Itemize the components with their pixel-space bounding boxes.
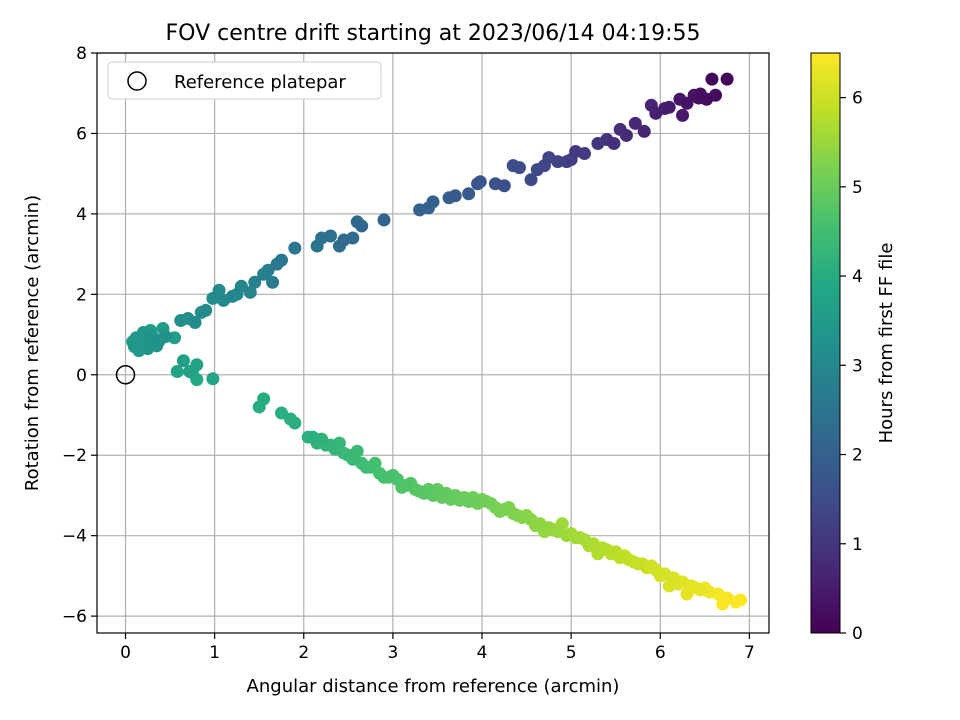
- data-point: [716, 597, 730, 611]
- data-point: [497, 179, 511, 193]
- grid: [97, 52, 769, 633]
- data-point: [628, 116, 642, 130]
- y-tick-label: 6: [76, 124, 87, 144]
- data-point: [355, 219, 369, 233]
- colorbar-gradient: [810, 52, 841, 634]
- data-point: [324, 229, 338, 243]
- data-point: [183, 365, 197, 379]
- data-point: [676, 108, 690, 122]
- data-point: [257, 392, 271, 406]
- data-point: [188, 315, 202, 329]
- data-point: [662, 579, 676, 593]
- x-axis-label: Angular distance from reference (arcmin): [247, 676, 620, 697]
- x-tick-label: 0: [120, 643, 131, 663]
- scatter-points: [126, 72, 747, 611]
- data-point: [607, 136, 621, 150]
- data-point: [266, 275, 280, 289]
- plot-frame: [96, 52, 770, 634]
- x-tick-label: 1: [209, 643, 220, 663]
- colorbar-ticks: 0 1 2 3 4 5 6: [840, 89, 863, 644]
- data-point: [170, 365, 184, 379]
- data-point: [448, 189, 462, 203]
- y-axis-label: Rotation from reference (arcmin): [22, 195, 43, 491]
- data-point: [377, 213, 391, 227]
- colorbar-tick-label: 3: [852, 356, 863, 376]
- data-point: [733, 593, 747, 607]
- data-point: [512, 161, 526, 175]
- data-point: [462, 187, 476, 201]
- data-point: [341, 448, 355, 462]
- data-point: [176, 354, 190, 368]
- legend-label: Reference platepar: [174, 72, 346, 93]
- data-point: [705, 72, 719, 86]
- colorbar-tick-label: 4: [852, 267, 863, 287]
- data-point: [306, 430, 320, 444]
- data-point: [225, 289, 239, 303]
- y-tick-label: 4: [76, 205, 87, 225]
- data-point: [288, 416, 302, 430]
- legend-marker: [127, 71, 147, 91]
- data-point: [720, 72, 734, 86]
- data-point: [680, 587, 694, 601]
- y-tick-label: 8: [76, 44, 87, 64]
- reference-platepar-marker: [115, 365, 136, 385]
- x-tick-label: 2: [298, 643, 309, 663]
- data-point: [426, 195, 440, 209]
- data-point: [212, 283, 226, 297]
- y-tick-label: 0: [76, 366, 87, 386]
- data-point: [152, 334, 166, 348]
- y-tick-label: −6: [62, 607, 87, 627]
- x-axis-ticks: 0 1 2 3 4 5 6 7: [120, 633, 755, 663]
- data-point: [288, 241, 302, 255]
- data-point: [619, 128, 633, 142]
- data-point: [473, 175, 487, 189]
- data-point: [199, 303, 213, 317]
- data-point: [709, 88, 723, 102]
- data-point: [274, 253, 288, 267]
- data-point: [243, 285, 257, 299]
- x-tick-label: 4: [477, 643, 488, 663]
- colorbar-tick-label: 1: [852, 535, 863, 555]
- colorbar-tick-label: 6: [852, 89, 863, 109]
- y-tick-label: −4: [62, 527, 87, 547]
- data-point: [591, 547, 605, 561]
- data-point: [524, 173, 538, 187]
- data-point: [274, 406, 288, 420]
- y-axis-ticks: −6 −4 −2 0 2 4 6 8: [62, 44, 97, 627]
- colorbar-label: Hours from first FF file: [876, 243, 897, 444]
- legend-box: [107, 61, 382, 100]
- data-point: [248, 275, 262, 289]
- colorbar-tick-label: 0: [852, 624, 863, 644]
- chart-title: FOV centre drift starting at 2023/06/14 …: [166, 21, 701, 46]
- x-tick-label: 6: [655, 643, 666, 663]
- data-point: [206, 372, 220, 386]
- data-point: [578, 147, 592, 161]
- colorbar: 0 1 2 3 4 5 6 Hours from first FF file: [810, 52, 897, 644]
- x-tick-label: 7: [744, 643, 755, 663]
- x-tick-label: 3: [387, 643, 398, 663]
- colorbar-tick-label: 5: [852, 178, 863, 198]
- data-point: [662, 100, 676, 114]
- legend: Reference platepar: [107, 61, 382, 100]
- data-point: [462, 494, 476, 508]
- data-point: [637, 124, 651, 138]
- y-tick-label: −2: [62, 446, 87, 466]
- y-tick-label: 2: [76, 285, 87, 305]
- data-point: [551, 155, 565, 169]
- colorbar-tick-label: 2: [852, 446, 863, 466]
- x-tick-label: 5: [566, 643, 577, 663]
- data-point: [346, 231, 360, 245]
- data-point: [174, 313, 188, 327]
